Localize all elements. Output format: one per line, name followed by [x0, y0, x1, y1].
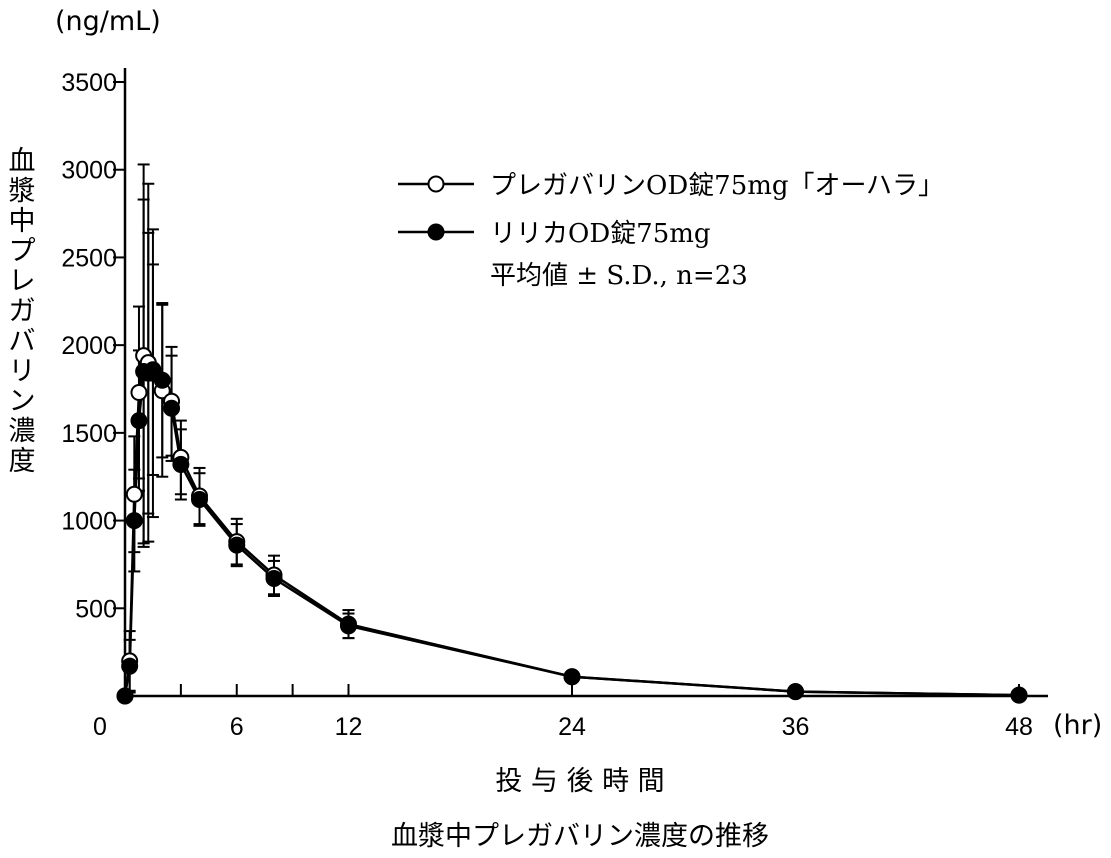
legend: プレガバリンOD錠75mg「オーハラ」 リリカOD錠75mg 平均値 ± S.D…: [398, 171, 944, 291]
data-point-filled: [172, 455, 190, 473]
x-axis-title: 投 与 後 時 間: [495, 766, 664, 797]
x-unit-label: (hr): [1053, 710, 1102, 741]
y-tick-label: 2500: [61, 244, 117, 272]
x-ticks: 0 6 12 24 36 48: [93, 684, 1033, 741]
plot-area: [116, 163, 1028, 705]
y-axis-title: 血漿中プレガバリン濃度: [9, 146, 36, 477]
data-point-filled: [163, 399, 181, 417]
x-tick-label: 0: [93, 713, 107, 741]
x-tick-label: 48: [1005, 713, 1033, 741]
data-point-filled: [1010, 686, 1028, 704]
data-point-filled: [116, 687, 134, 705]
y-tick-label: 2000: [61, 332, 117, 360]
x-tick-label: 6: [230, 713, 244, 741]
chart-title: 血漿中プレガバリン濃度の推移: [391, 821, 769, 852]
data-point-filled: [787, 683, 804, 701]
y-tick-label: 3500: [61, 69, 117, 97]
legend-marker-filled-circle: [427, 223, 445, 241]
data-point-filled: [563, 668, 581, 686]
x-tick-label: 12: [335, 713, 363, 741]
y-axis-title-char: ン: [9, 386, 36, 417]
y-axis-title-char: リ: [9, 356, 36, 387]
data-point-filled: [228, 536, 246, 554]
y-ticks: 500 1000 1500 2000 2500 3000 3500: [61, 69, 125, 623]
legend-label-series-1: プレガバリンOD錠75mg「オーハラ」: [490, 171, 944, 201]
y-unit-label: (ng/mL): [55, 6, 161, 37]
y-axis-title-char: 血: [9, 146, 36, 177]
y-tick-label: 500: [75, 595, 117, 623]
data-point-filled: [265, 569, 283, 587]
data-point-filled: [121, 657, 139, 675]
legend-note: 平均値 ± S.D., n=23: [490, 261, 748, 291]
legend-label-series-2: リリカOD錠75mg: [490, 219, 711, 249]
y-axis-title-char: 漿: [9, 176, 36, 207]
y-axis-title-char: レ: [9, 266, 36, 297]
y-axis-title-char: ガ: [9, 296, 36, 327]
y-axis-title-text: 血漿中プレガバリン濃度: [9, 146, 36, 477]
y-axis-title-char: 濃: [9, 416, 36, 447]
y-axis-title-char: バ: [9, 326, 36, 357]
x-tick-label: 24: [558, 713, 586, 741]
series-line-2: [123, 368, 1020, 697]
series-line-1: [123, 352, 1020, 697]
data-point-filled: [191, 491, 208, 509]
legend-marker-open-circle: [427, 175, 445, 193]
y-axis-title-char: 度: [9, 446, 36, 477]
y-tick-label: 1000: [61, 508, 117, 536]
data-point-filled: [125, 512, 143, 530]
data-point-open: [130, 384, 148, 402]
y-axis-title-char: プ: [9, 236, 36, 267]
data-point-open: [125, 485, 143, 503]
data-point-filled: [340, 617, 357, 635]
data-point-filled: [153, 371, 171, 389]
data-point-filled: [130, 412, 148, 430]
x-tick-label: 36: [782, 713, 810, 741]
data-point-filled: [144, 361, 162, 379]
y-tick-label: 1500: [61, 420, 117, 448]
y-tick-label: 3000: [61, 157, 117, 185]
y-axis-title-char: 中: [9, 206, 36, 237]
